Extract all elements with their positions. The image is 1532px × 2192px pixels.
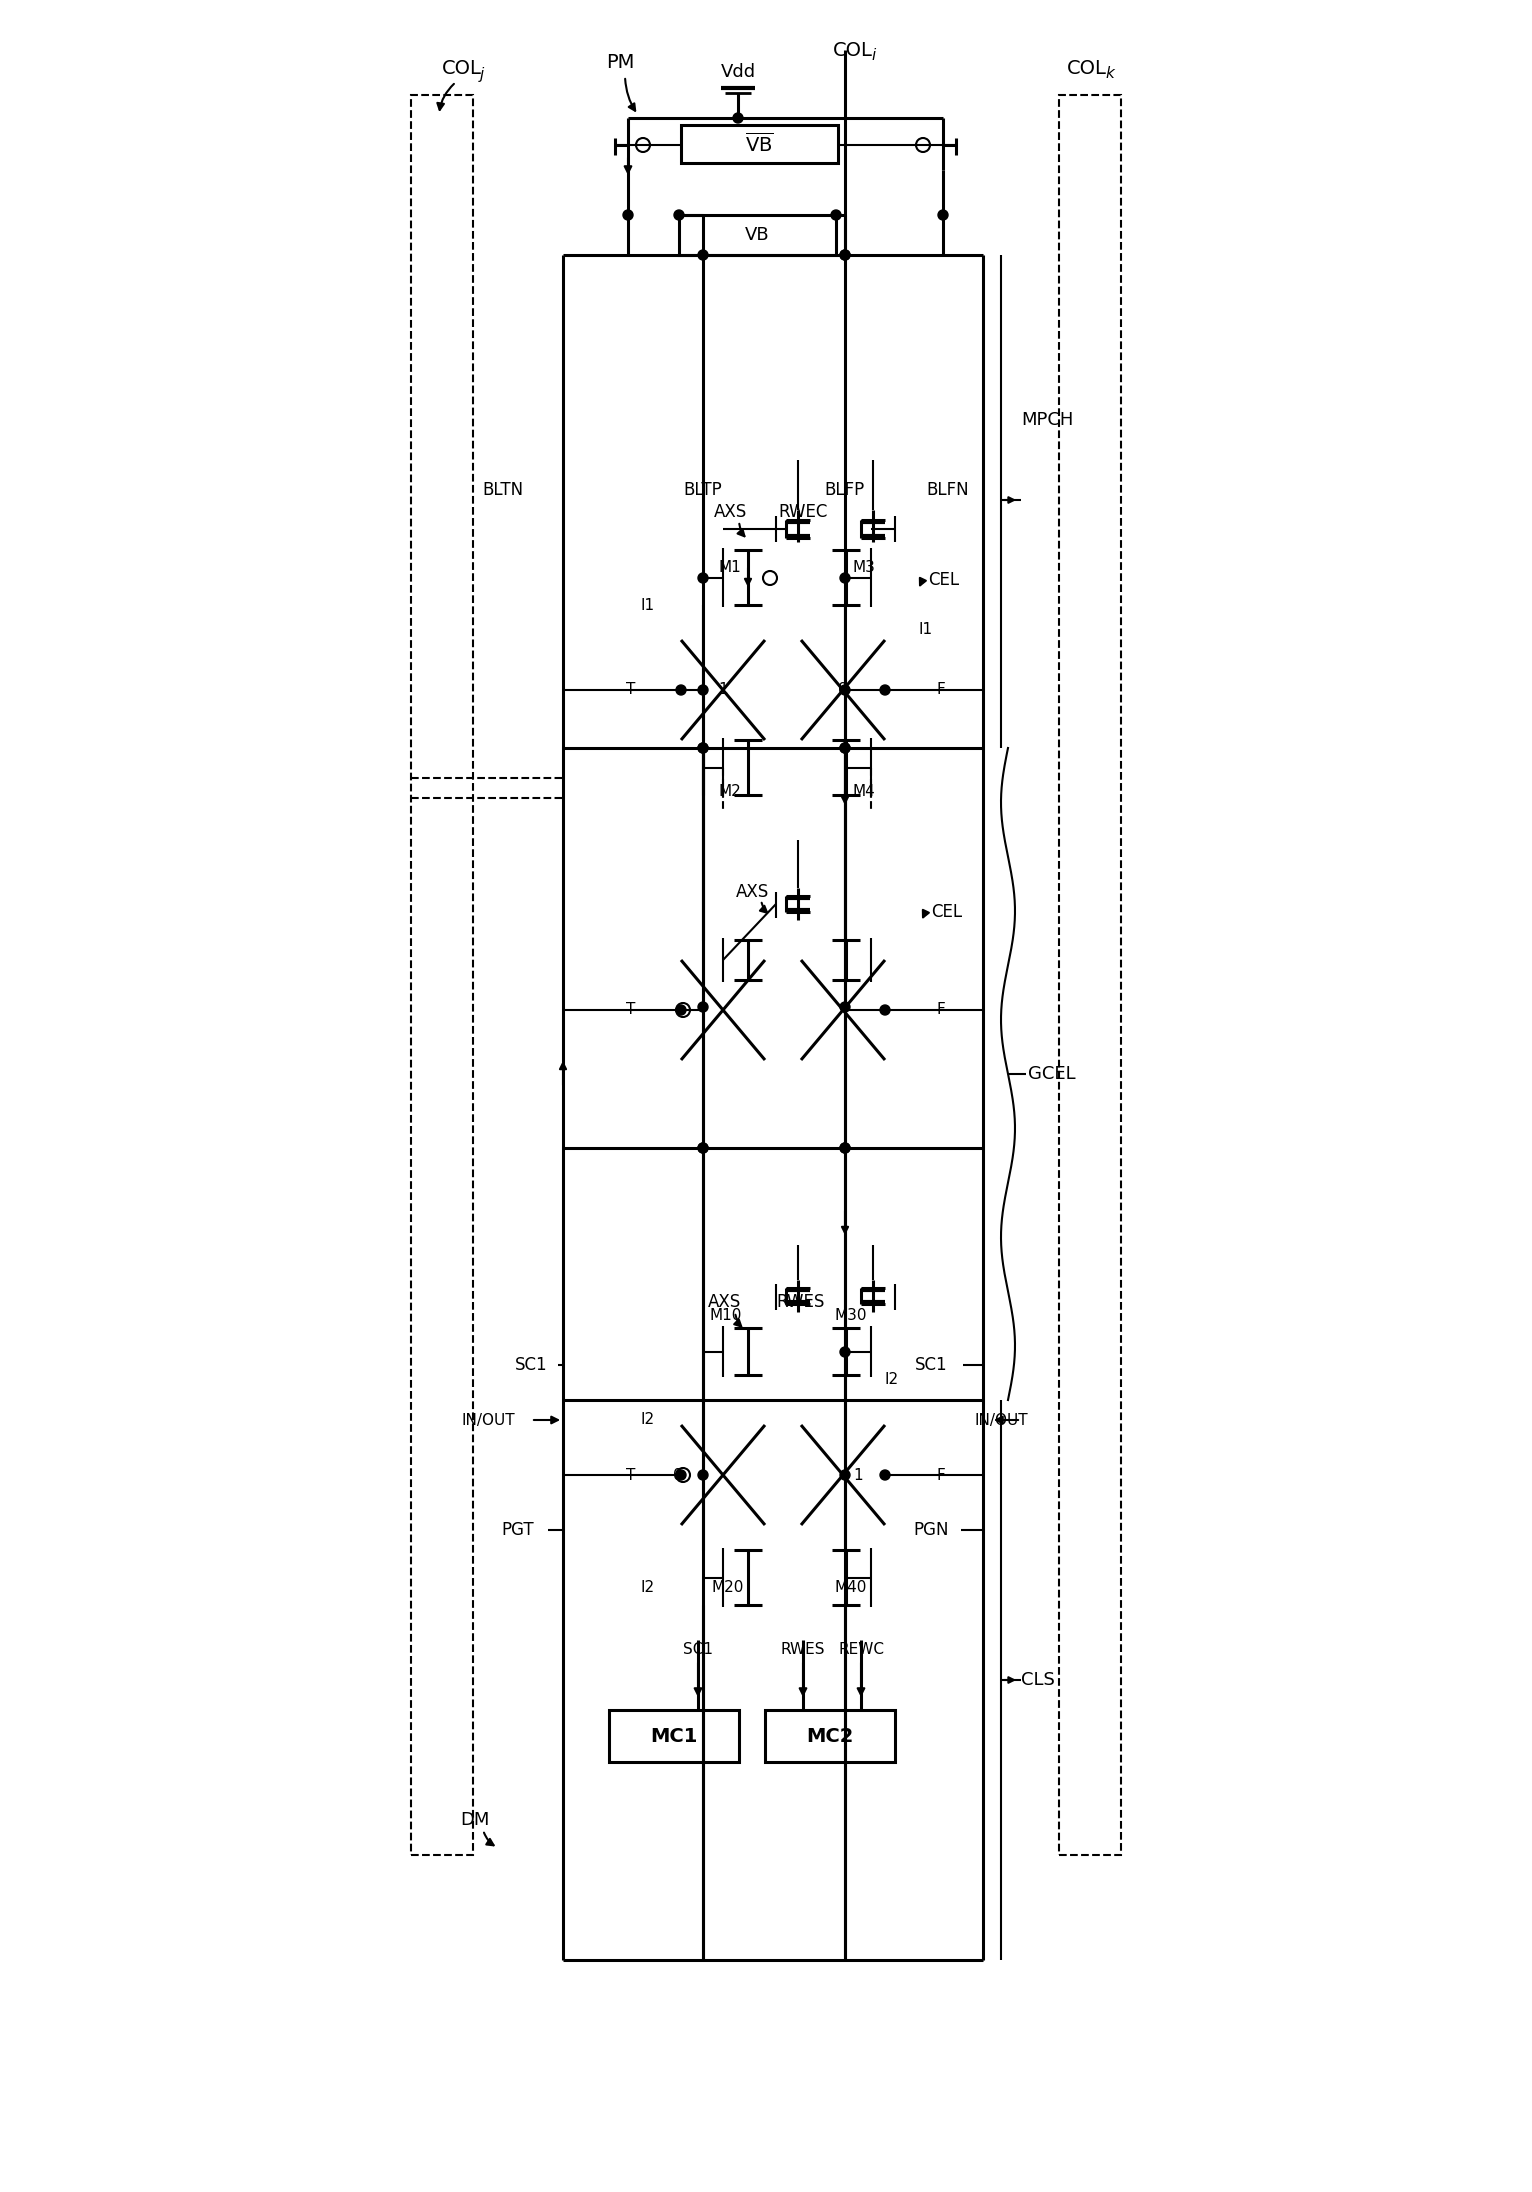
Text: 1: 1 [719, 682, 728, 697]
Text: I2: I2 [885, 1372, 899, 1388]
Text: RWEC: RWEC [778, 502, 827, 522]
Text: T: T [627, 1002, 636, 1017]
Text: M1: M1 [719, 561, 741, 576]
Text: M30: M30 [835, 1309, 867, 1324]
Text: BLTP: BLTP [683, 480, 723, 500]
Text: MC2: MC2 [806, 1727, 853, 1745]
Circle shape [840, 250, 850, 261]
Circle shape [840, 1142, 850, 1153]
Circle shape [699, 1471, 708, 1480]
Text: PGN: PGN [913, 1521, 948, 1539]
Text: F: F [936, 682, 945, 697]
Text: SC1: SC1 [683, 1642, 712, 1657]
Circle shape [879, 1471, 890, 1480]
Text: M20: M20 [712, 1580, 745, 1596]
Text: I1: I1 [919, 623, 933, 638]
Text: T: T [627, 682, 636, 697]
Text: I2: I2 [640, 1412, 656, 1427]
Text: CEL: CEL [928, 570, 959, 590]
Text: AXS: AXS [737, 883, 769, 901]
Circle shape [840, 743, 850, 754]
Text: 1: 1 [853, 1466, 863, 1482]
Text: Vdd: Vdd [720, 64, 755, 81]
Circle shape [830, 210, 841, 219]
Circle shape [840, 1142, 850, 1153]
Circle shape [840, 743, 850, 754]
Circle shape [840, 1348, 850, 1357]
Text: AXS: AXS [714, 502, 746, 522]
Text: M2: M2 [719, 785, 741, 800]
Circle shape [699, 572, 708, 583]
Circle shape [676, 684, 686, 695]
Circle shape [840, 1471, 850, 1480]
Text: IN/OUT: IN/OUT [461, 1412, 515, 1427]
Circle shape [676, 1004, 686, 1015]
Text: BLTN: BLTN [483, 480, 524, 500]
Circle shape [676, 1471, 686, 1480]
Text: I1: I1 [640, 598, 656, 612]
Text: REWC: REWC [838, 1642, 884, 1657]
Text: COL: COL [1066, 59, 1108, 77]
Text: CLS: CLS [1020, 1670, 1056, 1690]
Text: j: j [480, 66, 484, 81]
Circle shape [699, 1002, 708, 1013]
Text: SC1: SC1 [915, 1357, 947, 1374]
Circle shape [840, 684, 850, 695]
Bar [764, 1710, 895, 1762]
Circle shape [699, 1142, 708, 1153]
Circle shape [699, 743, 708, 754]
Circle shape [699, 250, 708, 261]
Circle shape [732, 114, 743, 123]
Circle shape [879, 1004, 890, 1015]
Text: PM: PM [605, 53, 634, 72]
Circle shape [840, 1002, 850, 1013]
Text: IN/OUT: IN/OUT [974, 1412, 1028, 1427]
Text: VB: VB [745, 226, 769, 243]
Text: F: F [936, 1002, 945, 1017]
Circle shape [938, 210, 948, 219]
Text: M10: M10 [709, 1309, 741, 1324]
Bar [679, 215, 836, 254]
Circle shape [699, 684, 708, 695]
Text: MPCH: MPCH [1020, 412, 1074, 430]
Bar [1059, 94, 1121, 1854]
Text: MC1: MC1 [650, 1727, 697, 1745]
Text: M4: M4 [853, 785, 875, 800]
Text: k: k [1105, 66, 1114, 81]
Text: COL: COL [443, 59, 483, 77]
Text: I2: I2 [640, 1580, 656, 1596]
Text: GCEL: GCEL [1028, 1065, 1075, 1083]
Text: M40: M40 [835, 1580, 867, 1596]
Bar [610, 1710, 738, 1762]
Text: CEL: CEL [931, 903, 962, 921]
Text: PGT: PGT [501, 1521, 535, 1539]
Circle shape [699, 743, 708, 754]
Text: COL: COL [833, 39, 873, 59]
Text: BLFN: BLFN [927, 480, 970, 500]
Text: T: T [627, 1466, 636, 1482]
Circle shape [674, 210, 683, 219]
Text: SC1: SC1 [515, 1357, 547, 1374]
Bar [682, 125, 838, 162]
Text: M3: M3 [853, 561, 875, 576]
Circle shape [624, 210, 633, 219]
Text: RWES: RWES [777, 1293, 826, 1311]
Text: 0: 0 [673, 1466, 683, 1482]
Circle shape [879, 684, 890, 695]
Text: 0: 0 [838, 682, 847, 697]
Circle shape [840, 250, 850, 261]
Text: $\overline{\mathrm{VB}}$: $\overline{\mathrm{VB}}$ [745, 132, 774, 156]
Text: AXS: AXS [708, 1293, 741, 1311]
Text: RWES: RWES [781, 1642, 826, 1657]
Circle shape [840, 572, 850, 583]
Circle shape [699, 1142, 708, 1153]
Bar [411, 94, 473, 1854]
Text: F: F [936, 1466, 945, 1482]
Text: BLFP: BLFP [824, 480, 866, 500]
Text: i: i [872, 48, 875, 64]
Text: DM: DM [460, 1811, 490, 1828]
